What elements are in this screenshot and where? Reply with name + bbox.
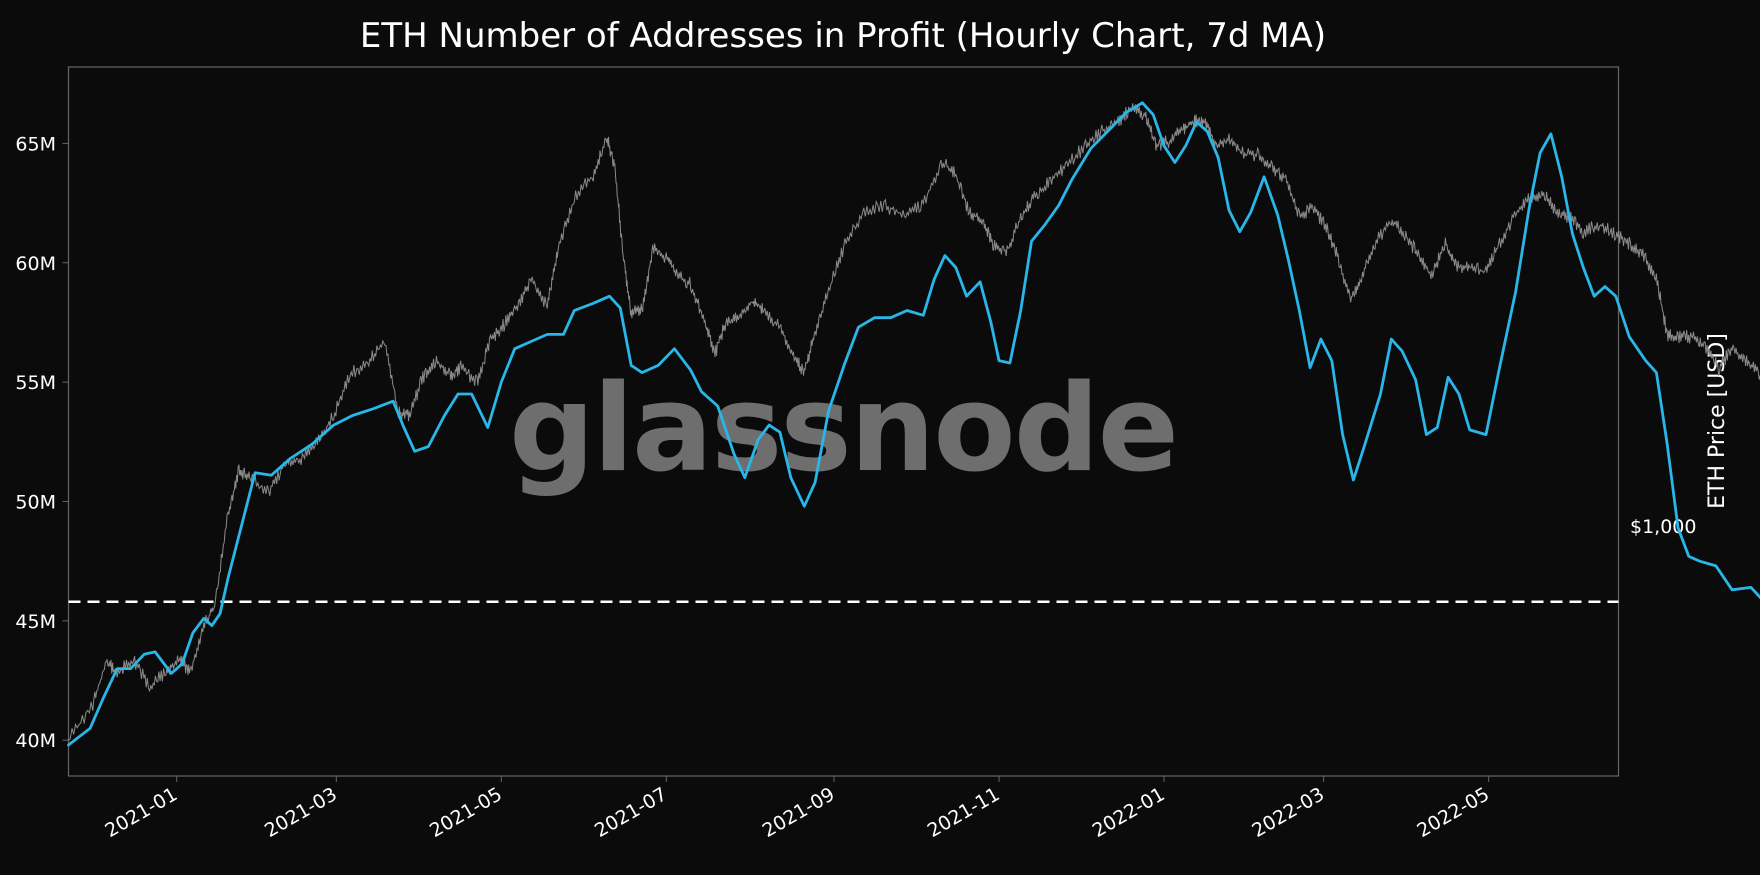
y-tick-label: 60M	[15, 253, 56, 275]
y-right-axis-label: ETH Price [USD]	[1705, 333, 1730, 509]
y-left-axis: 40M 45M 50M 55M 60M 65M	[15, 133, 69, 752]
y-tick-label: 40M	[15, 730, 56, 752]
series-layer	[67, 101, 1760, 747]
watermark: glassnode	[509, 360, 1177, 499]
series-line-price	[68, 103, 1760, 741]
y-tick-label: 55M	[15, 372, 56, 394]
y-right-tick-label: $1,000	[1630, 516, 1696, 538]
series-line-addresses	[67, 101, 1760, 747]
y-tick-label: 45M	[15, 611, 56, 633]
y-tick-label: 65M	[15, 133, 56, 155]
plot-frame	[67, 66, 1620, 777]
chart-title: ETH Number of Addresses in Profit (Hourl…	[360, 16, 1326, 56]
y-tick-label: 50M	[15, 491, 56, 513]
